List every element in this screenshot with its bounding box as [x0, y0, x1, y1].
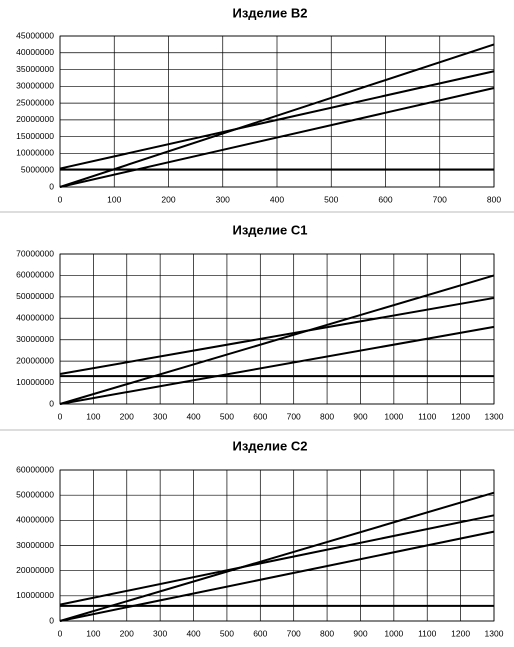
- plot-border: [59, 253, 495, 405]
- x-tick-label: 100: [107, 194, 121, 204]
- x-tick-label: 800: [320, 628, 334, 638]
- x-tick-label: 1200: [451, 628, 470, 638]
- x-tick-label: 200: [120, 628, 134, 638]
- y-tick-label: 30000000: [16, 540, 54, 550]
- x-tick-label: 900: [353, 411, 367, 421]
- x-tick-label: 1300: [485, 411, 504, 421]
- data-line: [59, 43, 495, 188]
- x-tick-label: 600: [253, 411, 267, 421]
- x-tick-label: 300: [153, 411, 167, 421]
- x-tick-label: 500: [220, 628, 234, 638]
- y-tick-label: 30000000: [16, 81, 54, 91]
- y-tick-label: 0: [49, 398, 54, 408]
- x-tick-label: 100: [86, 628, 100, 638]
- x-tick-label: 300: [216, 194, 230, 204]
- x-tick-label: 1300: [485, 628, 504, 638]
- y-tick-label: 35000000: [16, 64, 54, 74]
- y-tick-label: 10000000: [16, 148, 54, 158]
- x-tick-label: 800: [320, 411, 334, 421]
- x-tick-label: 700: [287, 628, 301, 638]
- x-tick-label: 600: [253, 628, 267, 638]
- y-tick-label: 15000000: [16, 131, 54, 141]
- y-tick-label: 30000000: [16, 334, 54, 344]
- x-tick-label: 200: [120, 411, 134, 421]
- x-tick-label: 1100: [418, 411, 437, 421]
- x-tick-label: 300: [153, 628, 167, 638]
- x-tick-label: 1100: [418, 628, 437, 638]
- x-tick-label: 200: [161, 194, 175, 204]
- x-tick-label: 0: [58, 628, 63, 638]
- data-line: [59, 530, 495, 622]
- data-line: [59, 70, 495, 170]
- chart-title: Изделие C1: [233, 222, 308, 237]
- y-tick-label: 45000000: [16, 30, 54, 40]
- x-tick-label: 0: [58, 411, 63, 421]
- y-tick-label: 60000000: [16, 270, 54, 280]
- chart-title: Изделие B2: [233, 5, 308, 20]
- x-tick-label: 700: [287, 411, 301, 421]
- x-tick-label: 800: [487, 194, 501, 204]
- x-tick-label: 400: [186, 411, 200, 421]
- y-tick-label: 40000000: [16, 47, 54, 57]
- y-tick-label: 20000000: [16, 565, 54, 575]
- y-tick-label: 40000000: [16, 515, 54, 525]
- x-tick-label: 500: [324, 194, 338, 204]
- y-tick-label: 25000000: [16, 97, 54, 107]
- data-line: [59, 296, 495, 375]
- y-tick-label: 10000000: [16, 590, 54, 600]
- data-line: [59, 514, 495, 606]
- y-tick-label: 50000000: [16, 291, 54, 301]
- x-tick-label: 0: [58, 194, 63, 204]
- data-line: [59, 325, 495, 405]
- x-tick-label: 100: [86, 411, 100, 421]
- y-tick-label: 60000000: [16, 464, 54, 474]
- x-tick-label: 1200: [451, 411, 470, 421]
- data-line: [59, 274, 495, 405]
- x-tick-label: 1000: [384, 628, 403, 638]
- x-tick-label: 700: [433, 194, 447, 204]
- x-tick-label: 400: [186, 628, 200, 638]
- chart-title: Изделие C2: [233, 438, 308, 453]
- x-tick-label: 900: [353, 628, 367, 638]
- plot-border: [59, 469, 495, 622]
- x-tick-label: 500: [220, 411, 234, 421]
- y-tick-label: 0: [49, 615, 54, 625]
- y-tick-label: 0: [49, 181, 54, 191]
- y-tick-label: 20000000: [16, 355, 54, 365]
- plot-border: [59, 35, 495, 188]
- y-tick-label: 10000000: [16, 377, 54, 387]
- x-tick-label: 400: [270, 194, 284, 204]
- y-tick-label: 20000000: [16, 114, 54, 124]
- y-tick-label: 50000000: [16, 489, 54, 499]
- x-tick-label: 1000: [384, 411, 403, 421]
- y-tick-label: 70000000: [16, 248, 54, 258]
- data-line: [59, 491, 495, 622]
- y-tick-label: 40000000: [16, 313, 54, 323]
- y-tick-label: 5000000: [21, 164, 54, 174]
- x-tick-label: 600: [378, 194, 392, 204]
